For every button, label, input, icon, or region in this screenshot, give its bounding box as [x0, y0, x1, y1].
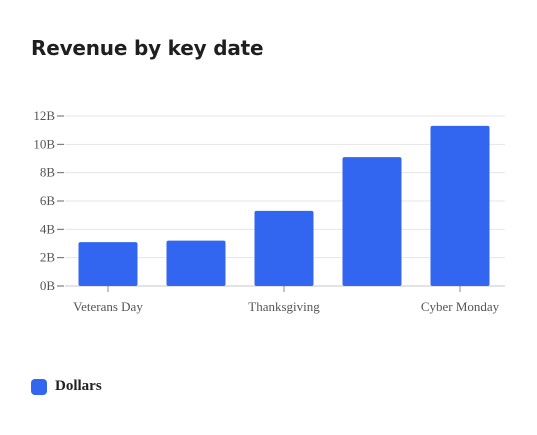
x-tick-label: Cyber Monday	[421, 299, 500, 314]
y-tick-label: 4B	[40, 221, 56, 236]
x-tick-label: Thanksgiving	[248, 299, 320, 314]
legend: Dollars	[31, 378, 102, 395]
y-tick-label: 10B	[33, 136, 55, 151]
bar[interactable]	[342, 157, 402, 286]
bars	[78, 125, 490, 287]
y-tick-label: 0B	[40, 278, 56, 293]
legend-swatch	[31, 378, 47, 395]
y-tick-label: 6B	[40, 193, 56, 208]
y-tick-label: 8B	[40, 165, 56, 180]
bar[interactable]	[166, 240, 226, 286]
x-tick-label: Veterans Day	[73, 299, 143, 314]
y-tick-label: 2B	[40, 250, 56, 265]
y-tick-label: 12B	[33, 108, 55, 123]
x-axis: Veterans Day Thanksgiving Cyber Monday	[73, 286, 500, 314]
bar[interactable]	[254, 210, 314, 286]
legend-label: Dollars	[55, 378, 102, 394]
chart-title: Revenue by key date	[31, 36, 264, 60]
bar[interactable]	[78, 242, 138, 286]
y-axis: 0B 2B 4B 6B 8B 10B 12B	[33, 108, 64, 293]
bar[interactable]	[430, 125, 490, 287]
